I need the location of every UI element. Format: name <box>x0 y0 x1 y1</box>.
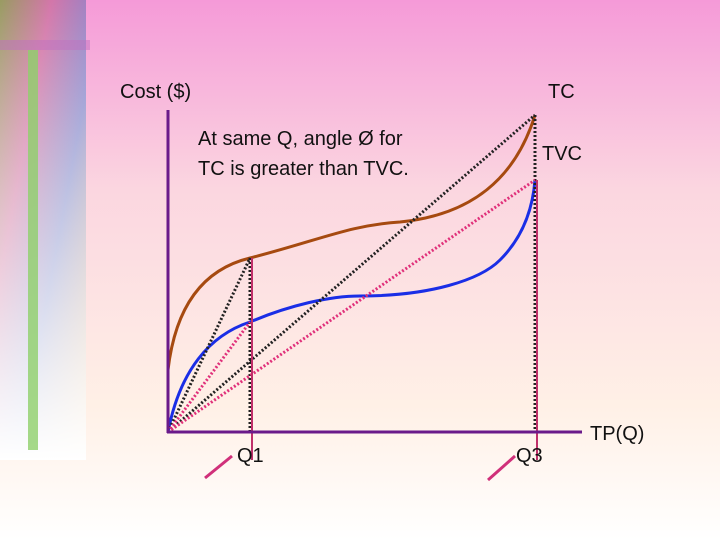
curve-label: TC <box>548 81 575 103</box>
annotation-line: At same Q, angle Ø for <box>198 128 403 150</box>
quantity-label: Q3 <box>516 445 543 467</box>
ray-tc-q3 <box>167 113 536 434</box>
tc-curve <box>166 114 537 371</box>
q1-pointer <box>204 454 233 480</box>
curves <box>166 113 538 482</box>
tvc-curve <box>166 179 537 433</box>
q3-pointer <box>487 454 516 482</box>
ray-tc-q1 <box>166 257 252 433</box>
ray-tvc-q1 <box>166 321 252 433</box>
x-axis-label: TP(Q) <box>590 423 644 445</box>
curve-label: TVC <box>542 143 582 165</box>
axes <box>166 110 582 434</box>
y-axis-label: Cost ($) <box>120 81 191 103</box>
decoration <box>0 0 90 460</box>
annotation-line: TC is greater than TVC. <box>198 158 409 180</box>
quantity-label: Q1 <box>237 445 264 467</box>
